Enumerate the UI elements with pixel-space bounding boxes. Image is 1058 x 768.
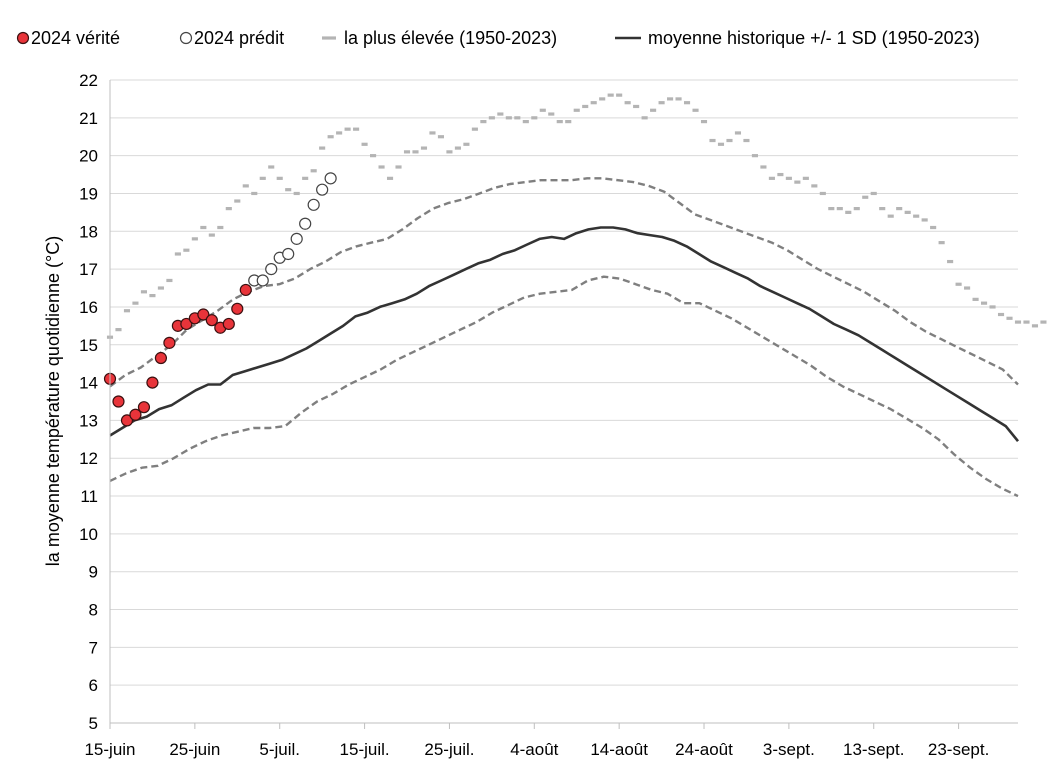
y-tick-label: 18 [79,222,98,241]
y-tick-label: 20 [79,147,98,166]
y-tick-label: 6 [89,676,98,695]
lower-sd-line [109,275,1019,498]
gridlines [110,79,1018,686]
predicted-point [324,172,337,185]
x-tick-label: 14-août [590,740,648,759]
mean-line [109,226,1020,443]
truth-point [120,414,134,427]
y-tick-label: 13 [79,411,98,430]
truth-point [112,395,125,408]
legend-label: 2024 prédit [194,28,284,48]
truth-point [129,408,142,421]
truth-point [231,302,244,315]
predicted-point [256,274,269,287]
legend-item-highest: la plus élevée (1950-2023) [322,28,557,48]
truth-point [163,336,176,349]
truth-point [180,317,193,331]
truth-point [222,317,235,331]
truth-point [146,376,159,389]
y-tick-label: 10 [79,525,98,544]
legend-item-predicted: 2024 prédit [179,28,284,48]
upper-sd-line [109,177,1019,388]
legend-predicted-marker [179,31,193,45]
legend-truth-marker [16,31,30,45]
y-tick-label: 8 [89,601,98,620]
x-tick-label: 5-juil. [259,740,300,759]
y-tick-label: 19 [79,184,98,203]
truth-point [154,351,168,365]
x-tick-label: 15-juin [84,740,135,759]
y-tick-label: 11 [80,487,98,506]
y-tick-label: 5 [89,714,98,733]
y-tick-label: 15 [79,336,98,355]
x-tick-label: 24-août [675,740,733,759]
legend-item-truth: 2024 vérité [16,28,120,48]
predicted-point [265,263,278,276]
predicted-point [299,217,312,230]
predicted-point [307,198,320,211]
legend-label: la plus élevée (1950-2023) [344,28,557,48]
predicted-point [282,247,295,261]
axes: 5 6 7 8 9 10 11 12 13 14 15 16 17 18 19 20 21 22 15-juin 25… [79,71,1018,759]
highest-series [106,93,1047,339]
legend-item-mean: moyenne historique +/- 1 SD (1950-2023) [615,28,980,48]
y-tick-label: 9 [89,563,98,582]
legend: 2024 vérité 2024 prédit la plus élevée (19… [16,28,980,48]
y-tick-label: 21 [79,109,98,128]
series-layer [103,93,1047,498]
x-tick-label: 15-juil. [340,740,390,759]
truth-point [205,314,218,327]
truth-point [137,401,151,414]
truth-point [197,308,210,321]
y-tick-label: 7 [89,638,98,657]
y-tick-label: 12 [79,449,98,468]
y-tick-label: 14 [79,374,98,393]
predicted-point [316,183,329,196]
legend-label: moyenne historique +/- 1 SD (1950-2023) [648,28,980,48]
x-tick-label: 13-sept. [843,740,904,759]
x-tick-label: 25-juin [169,740,220,759]
y-tick-label: 16 [79,298,98,317]
y-tick-label: 17 [79,260,98,279]
y-tick-label: 22 [79,71,98,90]
x-tick-label: 3-sept. [763,740,815,759]
legend-label: 2024 vérité [31,28,120,48]
x-tick-label: 25-juil. [424,740,474,759]
x-tick-label: 4-août [510,740,558,759]
predicted-point [290,232,303,245]
x-tick-label: 23-sept. [928,740,989,759]
truth-point [239,283,252,297]
y-axis-title: la moyenne température quotidienne (°C) [43,236,63,566]
